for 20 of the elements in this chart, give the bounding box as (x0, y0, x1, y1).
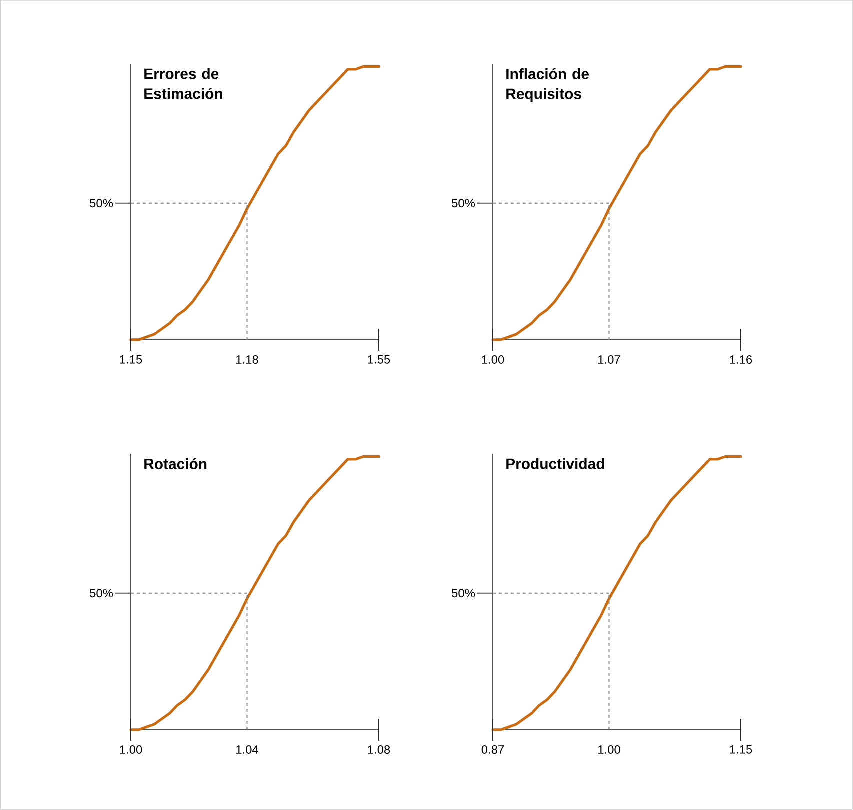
ref-line-label: 50% (90, 589, 114, 598)
x-tick-label: 1.15 (730, 746, 752, 754)
text: Errores de Estimación (144, 68, 222, 100)
x-tick-label: 1.08 (368, 746, 390, 754)
x-tick-label: 0.87 (482, 746, 504, 754)
ref-line-label: 50% (90, 199, 114, 208)
chart-title: Productividad (506, 458, 604, 470)
ref-line-label: 50% (452, 589, 476, 598)
x-tick-label: 1.00 (120, 746, 142, 754)
x-tick-label: 1.00 (482, 356, 504, 364)
x-tick-label: 1.55 (368, 356, 390, 364)
chart-title: Rotación (144, 458, 207, 470)
x-tick-label: 1.16 (730, 356, 752, 364)
x-tick-label: 1.18 (236, 356, 258, 364)
x-tick-label: 1.04 (236, 746, 259, 754)
ref-line-label: 50% (452, 199, 476, 208)
x-tick-label: 1.15 (120, 356, 142, 364)
x-tick-label: 1.00 (598, 746, 620, 754)
x-tick-label: 1.07 (598, 356, 620, 364)
text: Inflación de Requisitos (506, 68, 589, 102)
